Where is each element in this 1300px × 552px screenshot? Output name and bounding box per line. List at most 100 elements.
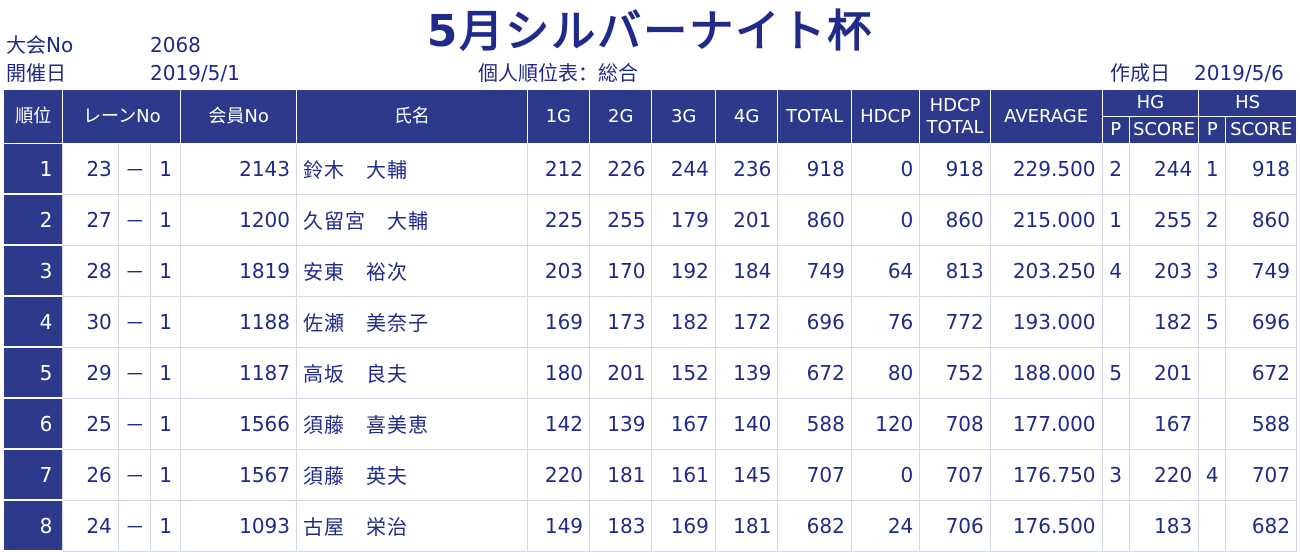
cell-average: 229.500 bbox=[990, 143, 1103, 195]
cell-member: 1200 bbox=[180, 194, 298, 246]
cell-hdcp: 120 bbox=[851, 398, 921, 450]
cell-hs-score: 918 bbox=[1225, 143, 1297, 195]
cell-name: 須藤 英夫 bbox=[296, 449, 528, 501]
cell-total: 696 bbox=[777, 296, 852, 348]
cell-2g: 183 bbox=[589, 500, 653, 552]
cell-hs-p: 3 bbox=[1198, 245, 1227, 297]
tournament-number: 2068 bbox=[150, 33, 201, 57]
cell-hg-p: 2 bbox=[1102, 143, 1130, 195]
cell-lane-sub: 1 bbox=[150, 398, 182, 450]
cell-lane: 23 bbox=[62, 143, 119, 195]
cell-1g: 212 bbox=[527, 143, 591, 195]
header-hs-score: SCORE bbox=[1225, 116, 1297, 144]
cell-lane-sub: 1 bbox=[150, 143, 182, 195]
header-hg: HG bbox=[1101, 89, 1200, 117]
cell-lane-sub: 1 bbox=[150, 245, 182, 297]
cell-4g: 145 bbox=[715, 449, 779, 501]
report-title: 個人順位表：総合 bbox=[478, 61, 638, 85]
header-hg-p: P bbox=[1101, 116, 1130, 144]
cell-hg-p bbox=[1102, 500, 1130, 552]
cell-lane-dash: － bbox=[118, 398, 152, 450]
cell-lane: 25 bbox=[62, 398, 119, 450]
header-1g: 1G bbox=[526, 89, 591, 144]
cell-4g: 139 bbox=[715, 347, 779, 399]
cell-hs-score: 696 bbox=[1225, 296, 1297, 348]
cell-hg-score: 183 bbox=[1129, 500, 1200, 552]
created-label: 作成日 bbox=[1110, 61, 1170, 85]
cell-hdcp-total: 752 bbox=[919, 347, 991, 399]
cell-name: 佐瀬 美奈子 bbox=[296, 296, 528, 348]
cell-total: 672 bbox=[777, 347, 852, 399]
cell-lane-sub: 1 bbox=[150, 194, 182, 246]
cell-rank: 1 bbox=[3, 143, 64, 195]
cell-lane: 30 bbox=[62, 296, 119, 348]
cell-total: 588 bbox=[777, 398, 852, 450]
cell-name: 久留宮 大輔 bbox=[296, 194, 528, 246]
cell-2g: 201 bbox=[589, 347, 653, 399]
cell-rank: 2 bbox=[3, 194, 64, 246]
header-hdcp-total-line1: HDCP bbox=[929, 94, 981, 116]
cell-hs-p: 5 bbox=[1198, 296, 1227, 348]
cell-hs-p: 1 bbox=[1198, 143, 1227, 195]
cell-hdcp: 0 bbox=[851, 143, 921, 195]
cell-lane: 29 bbox=[62, 347, 119, 399]
cell-rank: 7 bbox=[3, 449, 64, 501]
cell-total: 707 bbox=[777, 449, 852, 501]
header-total: TOTAL bbox=[777, 89, 852, 144]
cell-hdcp-total: 918 bbox=[919, 143, 991, 195]
cell-3g: 192 bbox=[651, 245, 716, 297]
cell-hs-score: 672 bbox=[1225, 347, 1297, 399]
cell-2g: 255 bbox=[589, 194, 653, 246]
header-hs-p: P bbox=[1198, 116, 1227, 144]
cell-1g: 180 bbox=[527, 347, 591, 399]
header-name: 氏名 bbox=[296, 89, 528, 144]
cell-lane: 27 bbox=[62, 194, 119, 246]
table-row: 4 30 － 1 1188 佐瀬 美奈子 169 173 182 172 696… bbox=[3, 296, 1297, 348]
cell-average: 188.000 bbox=[990, 347, 1103, 399]
cell-hdcp: 80 bbox=[851, 347, 921, 399]
cell-hg-score: 203 bbox=[1129, 245, 1200, 297]
page-title: 5月シルバーナイト杯 bbox=[426, 6, 874, 57]
cell-hs-p bbox=[1198, 347, 1227, 399]
table-row: 7 26 － 1 1567 須藤 英夫 220 181 161 145 707 … bbox=[3, 449, 1297, 501]
header-member: 会員No bbox=[180, 89, 298, 144]
cell-1g: 169 bbox=[527, 296, 591, 348]
cell-member: 1093 bbox=[180, 500, 298, 552]
cell-3g: 167 bbox=[651, 398, 716, 450]
cell-lane: 24 bbox=[62, 500, 119, 552]
cell-hs-score: 749 bbox=[1225, 245, 1297, 297]
cell-4g: 236 bbox=[715, 143, 779, 195]
header-hdcp: HDCP bbox=[850, 89, 921, 144]
cell-rank: 8 bbox=[3, 500, 64, 552]
cell-hs-score: 682 bbox=[1225, 500, 1297, 552]
cell-total: 918 bbox=[777, 143, 852, 195]
cell-lane-dash: － bbox=[118, 449, 152, 501]
cell-lane-dash: － bbox=[118, 194, 152, 246]
cell-hg-p: 3 bbox=[1102, 449, 1130, 501]
created-date: 2019/5/6 bbox=[1194, 61, 1284, 85]
table-row: 8 24 － 1 1093 古屋 栄治 149 183 169 181 682 … bbox=[3, 500, 1297, 552]
cell-member: 1188 bbox=[180, 296, 298, 348]
cell-lane-dash: － bbox=[118, 296, 152, 348]
cell-name: 古屋 栄治 bbox=[296, 500, 528, 552]
cell-3g: 161 bbox=[651, 449, 716, 501]
cell-lane: 28 bbox=[62, 245, 119, 297]
cell-hs-p: 4 bbox=[1198, 449, 1227, 501]
cell-hs-p bbox=[1198, 398, 1227, 450]
cell-3g: 169 bbox=[651, 500, 716, 552]
table-row: 5 29 － 1 1187 高坂 良夫 180 201 152 139 672 … bbox=[3, 347, 1297, 399]
cell-hg-score: 220 bbox=[1129, 449, 1200, 501]
cell-rank: 4 bbox=[3, 296, 64, 348]
header-3g: 3G bbox=[651, 89, 716, 144]
cell-hg-p: 1 bbox=[1102, 194, 1130, 246]
cell-name: 安東 裕次 bbox=[296, 245, 528, 297]
cell-3g: 244 bbox=[651, 143, 716, 195]
table-row: 1 23 － 1 2143 鈴木 大輔 212 226 244 236 918 … bbox=[3, 143, 1297, 195]
cell-lane-sub: 1 bbox=[150, 296, 182, 348]
cell-4g: 172 bbox=[715, 296, 779, 348]
cell-hg-p bbox=[1102, 398, 1130, 450]
cell-hdcp-total: 860 bbox=[919, 194, 991, 246]
cell-lane-sub: 1 bbox=[150, 347, 182, 399]
cell-hs-score: 707 bbox=[1225, 449, 1297, 501]
table-row: 6 25 － 1 1566 須藤 喜美恵 142 139 167 140 588… bbox=[3, 398, 1297, 450]
